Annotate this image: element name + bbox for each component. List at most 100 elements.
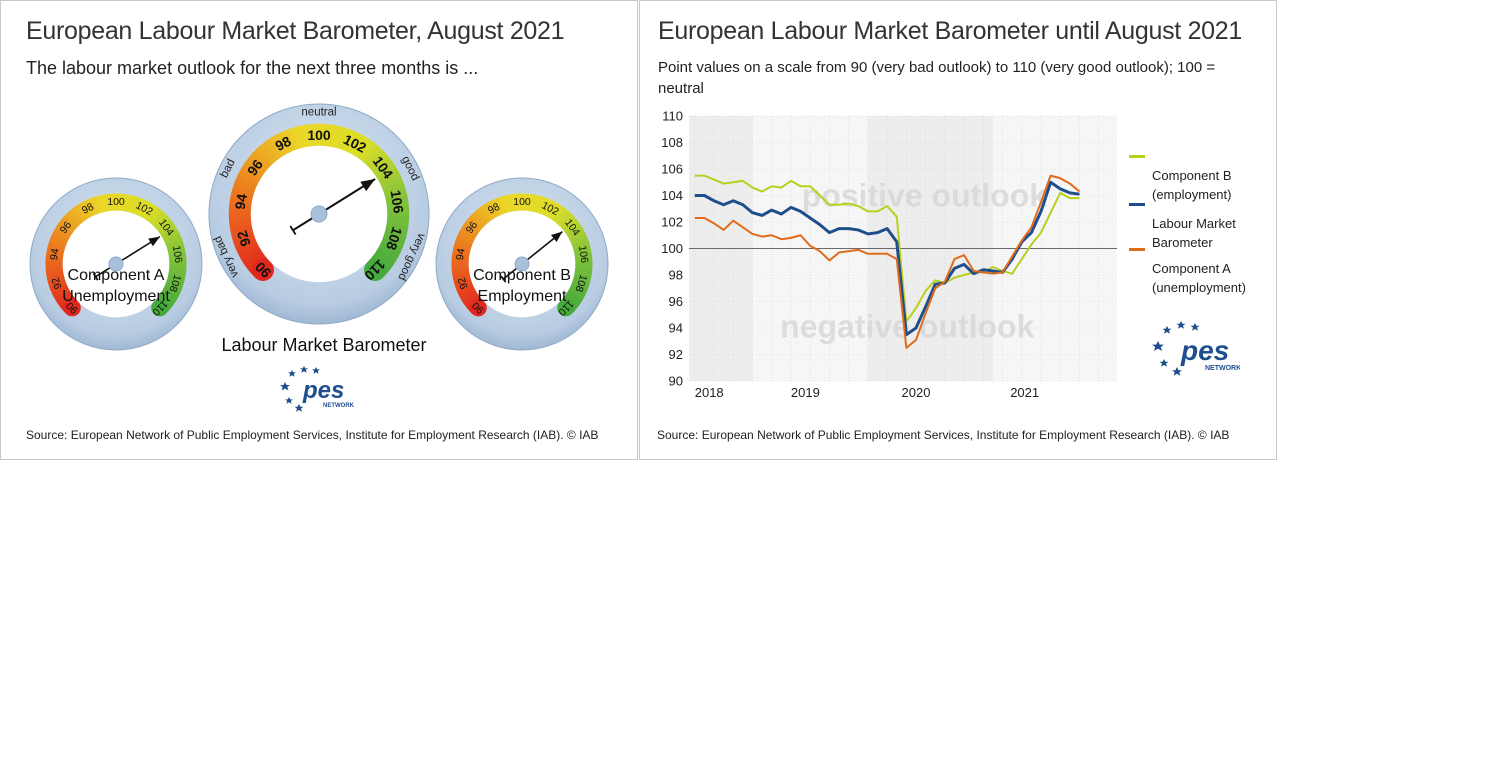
gauge-band-segment <box>571 237 589 248</box>
gauge-band-segment <box>558 213 575 229</box>
gauge-band-cap <box>469 299 487 317</box>
gauge-panel-subtitle: The labour market outlook for the next t… <box>26 58 479 78</box>
gauge-band-segment <box>349 133 366 156</box>
gauge-band-segment <box>56 221 74 236</box>
gauge-tick-label: 92 <box>50 276 65 291</box>
x-tick-label: 2019 <box>791 385 820 400</box>
gauge-band-segment <box>486 200 499 218</box>
gauge-band-segment <box>525 193 532 212</box>
gauge-band-segment <box>229 193 253 204</box>
gauge-band-segment <box>52 228 70 241</box>
gauge-band-segment <box>565 222 582 236</box>
gauge-band-segment <box>380 174 403 189</box>
gauge-band-segment <box>569 233 588 245</box>
gauge-band-segment <box>387 210 410 217</box>
series-line-component-a <box>694 174 1081 349</box>
gauge-band-segment <box>95 195 105 213</box>
gauge-needle-1 <box>292 178 376 232</box>
gauge-band-segment <box>53 288 71 301</box>
gauge-band-segment <box>167 244 186 254</box>
gauge-label-component-a: Component A Unemployment <box>16 265 216 307</box>
gauge-band-segment <box>572 240 591 251</box>
gauge-band-segment <box>287 127 300 151</box>
y-tick-label: 94 <box>669 321 683 336</box>
logo-text-right: pes <box>1180 335 1229 366</box>
gauge-band-segment <box>493 197 505 216</box>
gauge-band-segment <box>451 252 470 259</box>
gauge-band-segment <box>169 261 187 267</box>
gauge-band-segment <box>372 252 394 271</box>
gauge-band-segment <box>169 257 187 263</box>
legend-swatch-component-b <box>1129 155 1145 158</box>
gauge-band-segment <box>46 248 65 256</box>
gauge-band-segment <box>150 210 166 227</box>
logo-text-left: pes <box>302 377 344 404</box>
gauge-band-segment <box>67 209 82 226</box>
gauge-label-component-b: Component B Employment <box>422 265 622 307</box>
gauge-band-segment <box>540 197 552 216</box>
gauge-band-segment <box>548 203 562 221</box>
gauge-tick-label: 106 <box>576 245 591 264</box>
line-chart-source: Source: European Network of Public Emplo… <box>657 428 1230 442</box>
gauge-band-segment <box>556 210 572 227</box>
gauge-band-segment <box>366 148 386 169</box>
y-tick-label: 106 <box>661 162 683 177</box>
gauge-band-segment <box>313 123 321 146</box>
gauge-band-segment <box>45 252 64 259</box>
gauge-band-segment <box>229 198 252 208</box>
gauge-needle-0 <box>95 235 161 278</box>
gauge-band-segment <box>384 189 408 201</box>
gauge-hub-1 <box>310 205 328 223</box>
legend-barometer-label: Labour Market Barometer <box>1152 216 1236 250</box>
legend-component-a: Component A (unemployment) <box>1152 240 1272 297</box>
gauge-band-segment <box>346 131 361 154</box>
gauge-band-segment <box>384 227 408 238</box>
y-tick-label: 100 <box>661 241 683 256</box>
gauge-band-segment <box>453 244 471 253</box>
gauge-band-segment <box>73 204 87 222</box>
gauge-band-segment <box>243 160 265 178</box>
gauge-band-segment <box>563 294 580 309</box>
gauge-outer-label: neutral <box>301 106 336 118</box>
gauge-band-segment <box>568 229 586 242</box>
line-chart-subtitle: Point values on a scale from 90 (very ba… <box>658 59 1216 97</box>
gauge-band-segment <box>161 289 179 302</box>
gauge-label-component-b-line2: Employment <box>477 288 567 305</box>
gauge-band-segment <box>371 156 393 175</box>
gauge-band-segment <box>246 155 267 174</box>
gauge-band-segment <box>167 274 186 283</box>
gauge-band-segment <box>128 195 138 214</box>
legend-component-a-label: Component A (unemployment) <box>1152 261 1246 295</box>
gauge-band-segment <box>165 280 184 291</box>
gauge-band-segment <box>376 165 399 182</box>
gauge-band-segment <box>70 207 85 224</box>
gauge-band-segment <box>148 207 163 224</box>
gauge-band-segment <box>230 188 254 200</box>
gauge-band-segment <box>572 277 591 287</box>
gauge-band-segment <box>574 268 593 275</box>
gauge-tick-label: 100 <box>107 196 125 208</box>
gauge-band-segment <box>142 203 156 221</box>
gauge-band-segment <box>453 276 472 286</box>
gauge-band-segment <box>537 196 548 215</box>
gauge-panel: European Labour Market Barometer, August… <box>0 0 638 460</box>
gauge-panel-title: European Labour Market Barometer, August… <box>26 17 565 45</box>
gauge-band-segment <box>369 152 390 172</box>
gauge-band-segment <box>80 200 93 218</box>
gauge-band-segment <box>46 273 65 282</box>
gauge-tick-label: 94 <box>232 192 250 210</box>
gauge-band-segment <box>386 219 409 228</box>
gauge-band-segment <box>119 193 126 212</box>
gauge-tick-label: 106 <box>170 245 185 264</box>
annotation-positive-outlook: positive outlook <box>802 178 1048 214</box>
gauge-needle-tail-1 <box>289 225 297 235</box>
gauge-band-segment <box>51 285 69 298</box>
gauge-band-segment <box>48 279 67 290</box>
gauge-band-segment <box>565 291 583 306</box>
gauge-band-segment <box>256 144 276 165</box>
gauge-band-segment <box>566 225 584 239</box>
gauge-band-cap <box>557 299 575 317</box>
gauge-band-segment <box>501 195 511 213</box>
